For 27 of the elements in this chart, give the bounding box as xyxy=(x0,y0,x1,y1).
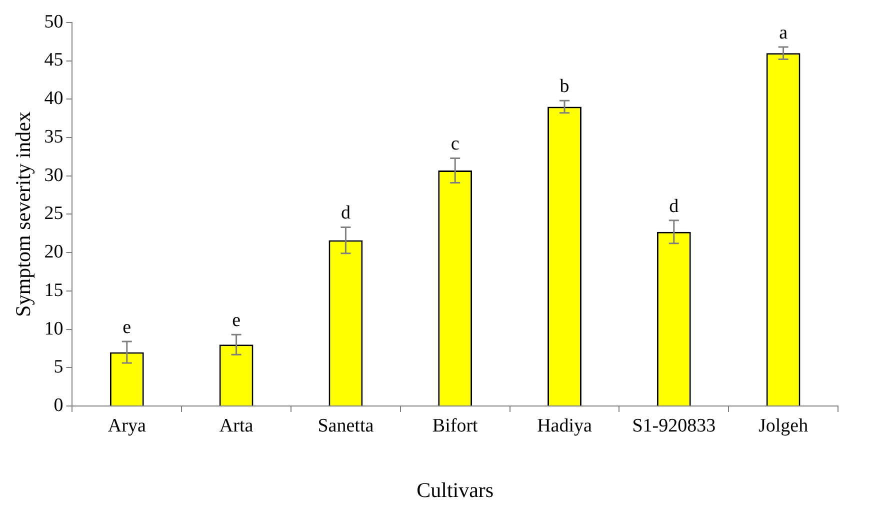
y-tick-label: 25 xyxy=(44,203,64,224)
annotation: d xyxy=(340,202,351,224)
y-tick-label: 10 xyxy=(44,318,64,340)
x-tick-label: Bifort xyxy=(432,415,479,436)
annotation: d xyxy=(669,196,680,217)
x-tick-label: Sanetta xyxy=(318,415,374,436)
annotation: e xyxy=(122,317,132,338)
y-tick-label: 15 xyxy=(44,280,64,301)
x-tick-label: Hadiya xyxy=(537,415,592,436)
y-tick-label: 40 xyxy=(44,88,64,110)
y-tick-label: 45 xyxy=(44,50,64,71)
x-tick-label: S1-920833 xyxy=(632,415,716,436)
annotation: c xyxy=(450,134,460,155)
annotation: e xyxy=(232,310,241,332)
y-tick-label: 0 xyxy=(54,394,64,416)
y-axis-title: Symptom severity index xyxy=(11,111,36,317)
y-tick-label: 5 xyxy=(54,356,64,378)
x-tick-label: Arya xyxy=(108,415,146,436)
y-tick-label: 20 xyxy=(44,242,64,263)
x-axis-title: Cultivars xyxy=(416,478,494,502)
x-tick-label: Arta xyxy=(219,415,254,436)
y-tick-label: 35 xyxy=(44,126,64,148)
y-tick-label: 50 xyxy=(44,11,64,32)
y-tick-label: 30 xyxy=(44,164,64,186)
annotation: a xyxy=(779,22,788,44)
x-tick-label: Jolgeh xyxy=(758,415,809,436)
annotation: b xyxy=(560,76,570,98)
